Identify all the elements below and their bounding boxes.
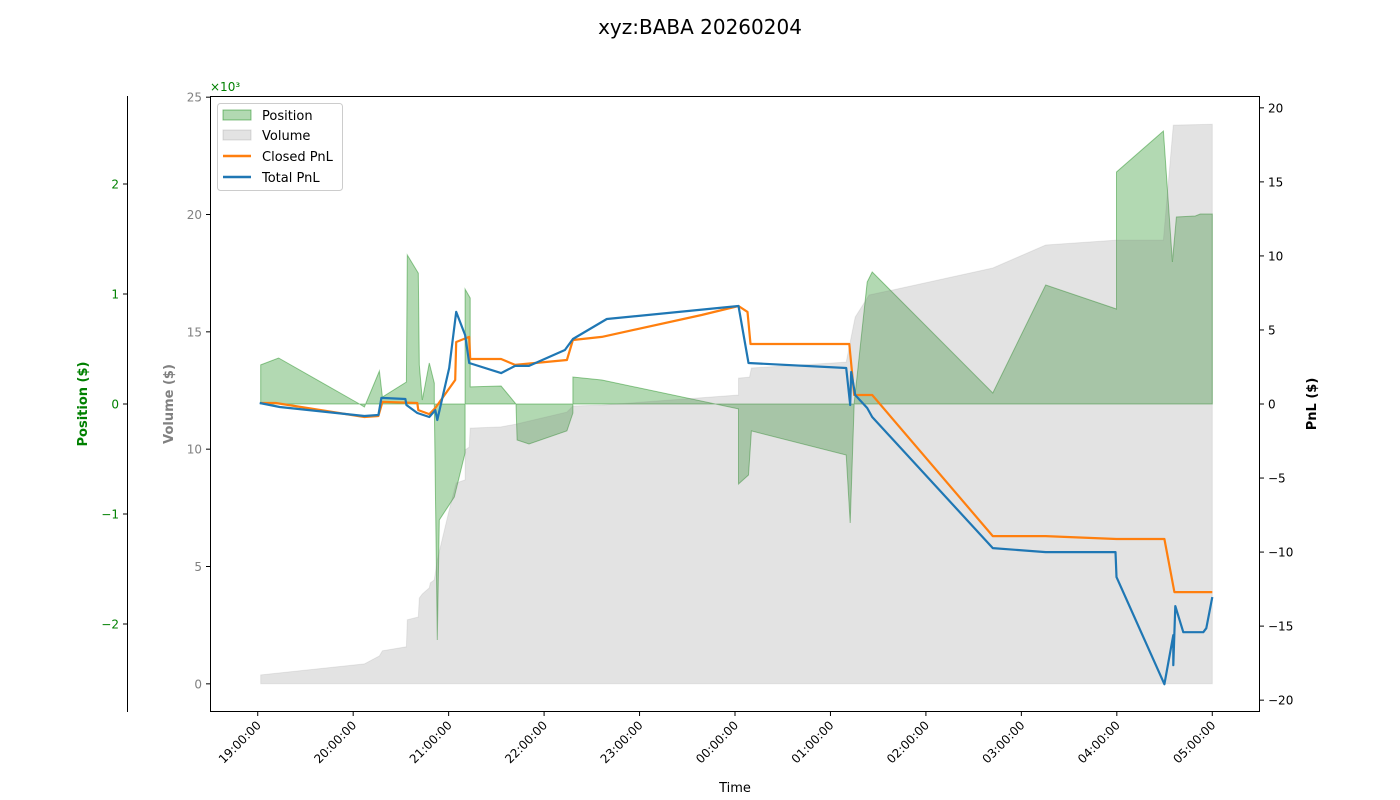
position-tick-label: −1 xyxy=(101,508,119,522)
pnl-tick-label: 20 xyxy=(1268,101,1283,115)
pnl-tick-label: −15 xyxy=(1268,620,1293,634)
x-tick-label: 02:00:00 xyxy=(884,718,932,766)
pnl-tick-label: 15 xyxy=(1268,175,1283,189)
x-tick-label: 19:00:00 xyxy=(216,718,264,766)
pnl-tick-label: −10 xyxy=(1268,546,1293,560)
position-tick-label: −2 xyxy=(101,618,119,632)
x-tick-label: 04:00:00 xyxy=(1075,718,1123,766)
volume-tick-label: 15 xyxy=(187,325,202,339)
position-tick-label: 2 xyxy=(111,178,119,192)
position-axis-label: Position ($) xyxy=(76,362,91,447)
legend-box xyxy=(217,103,343,191)
pnl-tick-label: 0 xyxy=(1268,398,1276,412)
plot-frame xyxy=(210,96,1260,712)
x-tick-label: 05:00:00 xyxy=(1170,718,1218,766)
x-tick-label: 00:00:00 xyxy=(693,718,741,766)
position-tick-label: 1 xyxy=(111,288,119,302)
x-tick-label: 21:00:00 xyxy=(407,718,455,766)
closed-pnl-line xyxy=(260,304,1213,594)
position-scale-label: ×10³ xyxy=(210,80,240,94)
pnl-tick-label: 5 xyxy=(1268,323,1276,337)
volume-tick-label: 5 xyxy=(194,560,202,574)
volume-area xyxy=(260,123,1213,685)
x-tick-label: 22:00:00 xyxy=(502,718,550,766)
legend-swatch-position xyxy=(222,109,252,121)
x-tick-label: 01:00:00 xyxy=(789,718,837,766)
total-pnl-line xyxy=(259,304,1214,686)
volume-tick-label: 20 xyxy=(187,208,202,222)
legend-label-closed-pnl: Closed PnL xyxy=(262,150,334,165)
pnl-tick-label: 10 xyxy=(1268,249,1283,263)
legend-label-volume: Volume xyxy=(262,129,310,144)
pnl-lines-layer xyxy=(259,304,1214,686)
pnl-axis-label: PnL ($) xyxy=(1305,378,1320,431)
x-axis-label: Time xyxy=(718,781,751,796)
volume-tick-label: 10 xyxy=(187,443,202,457)
legend-label-position: Position xyxy=(262,109,313,124)
volume-tick-label: 0 xyxy=(194,677,202,691)
volume-area-layer xyxy=(260,123,1213,685)
legend-label-total-pnl: Total PnL xyxy=(261,171,320,186)
x-tick-label: 23:00:00 xyxy=(598,718,646,766)
volume-tick-label: 25 xyxy=(187,91,202,105)
position-area-layer xyxy=(260,129,1213,641)
chart-title: xyz:BABA 20260204 xyxy=(598,15,802,39)
pnl-tick-label: −5 xyxy=(1268,472,1286,486)
legend: Position Volume Closed PnL Total PnL xyxy=(217,103,343,191)
position-tick-label: 0 xyxy=(111,398,119,412)
x-tick-label: 20:00:00 xyxy=(311,718,359,766)
volume-axis-label: Volume ($) xyxy=(162,364,177,444)
pnl-tick-label: −20 xyxy=(1268,694,1293,708)
position-area xyxy=(260,129,1213,641)
legend-swatch-volume xyxy=(222,129,252,141)
x-tick-label: 03:00:00 xyxy=(979,718,1027,766)
